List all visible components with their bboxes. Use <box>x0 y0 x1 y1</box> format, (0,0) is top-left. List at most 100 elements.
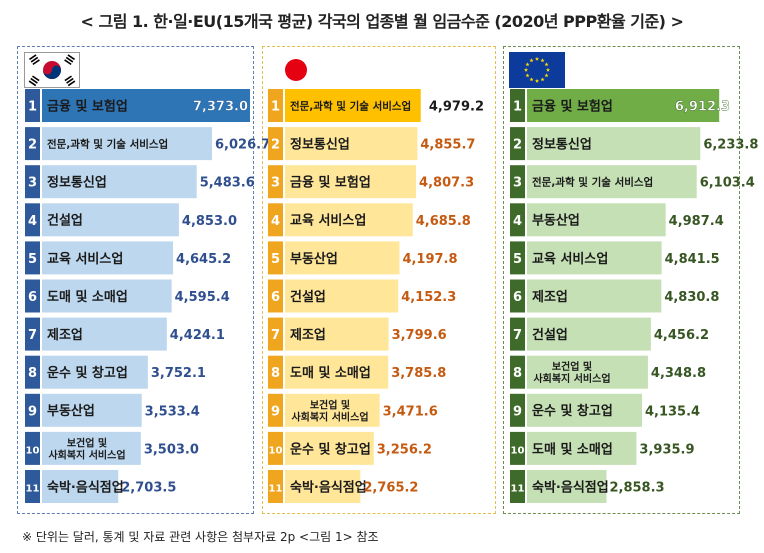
eu-value-label: 3,935.9 <box>639 442 694 457</box>
korea-category-label: 운수 및 창고업 <box>47 365 128 381</box>
japan-value-label: 4,807.3 <box>419 176 474 191</box>
eu-value-label: 6,233.8 <box>703 138 758 153</box>
eu-rank-box <box>510 279 525 313</box>
korea-rank-label: 3 <box>28 176 37 191</box>
japan-category-label: 제조업 <box>290 328 326 343</box>
japan-rank-label: 7 <box>271 328 280 343</box>
japan-bar <box>285 89 421 122</box>
japan-rank-box <box>268 431 283 465</box>
japan-chart: 1 전문,과학 및 기술 서비스업 4,979.2 2 정보통신업 4,855.7 3 금융 … <box>268 89 484 503</box>
korea-rank-label: 6 <box>28 290 37 305</box>
japan-category-label: 부동산업 <box>290 251 338 267</box>
korea-rank-box <box>25 241 40 275</box>
japan-category-label: 사회복지 서비스업 <box>291 410 368 423</box>
japan-rank-label: 5 <box>271 252 280 267</box>
eu-flag-icon <box>509 52 565 88</box>
korea-value-label: 6,026.7 <box>215 138 270 153</box>
korea-rank-box <box>25 355 40 389</box>
korea-category-label: 정보통신업 <box>47 175 107 191</box>
eu-bar <box>527 165 697 199</box>
japan-bar <box>285 279 399 313</box>
korea-value-label: 7,373.0 <box>193 100 248 115</box>
korea-category-label: 건설업 <box>47 213 83 229</box>
japan-rank-box <box>268 241 283 275</box>
eu-rank-label: 6 <box>513 290 522 305</box>
eu-rank-label: 3 <box>513 176 522 191</box>
japan-value-label: 4,979.2 <box>429 100 484 115</box>
korea-bar <box>42 355 148 389</box>
korea-value-label: 4,424.1 <box>170 328 225 343</box>
eu-bar <box>527 279 662 313</box>
korea-rank-label: 2 <box>28 138 37 153</box>
japan-rank-label: 9 <box>271 404 280 419</box>
korea-bar <box>42 279 172 313</box>
eu-value-label: 6,103.4 <box>700 176 755 191</box>
eu-category-label: 숙박·음식점업 <box>532 479 609 495</box>
eu-bar <box>527 431 637 465</box>
footnote: ※ 단위는 달러, 통계 및 자료 관련 사항은 첨부자료 2p <그림 1> … <box>22 530 379 544</box>
korea-bar <box>42 203 179 237</box>
korea-bar <box>42 317 167 351</box>
japan-category-label: 교육 서비스업 <box>290 213 366 229</box>
korea-rank-label: 9 <box>28 404 37 419</box>
eu-category-label: 교육 서비스업 <box>532 251 608 267</box>
korea-panel <box>17 46 254 514</box>
korea-rank-box <box>25 127 40 161</box>
japan-rank-box <box>268 203 283 237</box>
eu-value-label: 4,456.2 <box>654 328 709 343</box>
eu-rank-label: 9 <box>513 404 522 419</box>
japan-value-label: 4,152.3 <box>401 290 456 305</box>
eu-rank-box <box>510 355 525 389</box>
korea-rank-label: 1 <box>28 100 37 115</box>
korea-value-label: 3,503.0 <box>144 442 199 457</box>
eu-category-label: 도매 및 소매업 <box>532 442 613 457</box>
eu-rank-box <box>510 470 525 503</box>
japan-rank-label: 3 <box>271 176 280 191</box>
japan-rank-label: 8 <box>271 366 280 381</box>
korea-category-label: 금융 및 보험업 <box>47 98 128 114</box>
eu-rank-box <box>510 317 525 351</box>
korea-value-label: 4,595.4 <box>175 290 230 305</box>
korea-rank-label: 11 <box>26 484 40 495</box>
korea-value-label: 2,703.5 <box>121 481 176 496</box>
eu-rank-label: 2 <box>513 138 522 153</box>
japan-value-label: 3,256.2 <box>377 442 432 457</box>
eu-category-label: 정보통신업 <box>532 137 592 153</box>
japan-rank-label: 1 <box>271 100 280 115</box>
japan-rank-box <box>268 165 283 199</box>
eu-panel <box>503 46 740 514</box>
japan-rank-box <box>268 279 283 313</box>
korea-chart: 1 금융 및 보험업 7,373.0 2 전문,과학 및 기술 서비스업 6,026.7 3… <box>25 89 270 503</box>
eu-rank-label: 10 <box>511 445 525 456</box>
korea-category-label: 교육 서비스업 <box>47 251 123 267</box>
eu-value-label: 2,858.3 <box>609 481 664 496</box>
japan-rank-box <box>268 127 283 161</box>
korea-rank-label: 7 <box>28 328 37 343</box>
eu-category-label: 부동산업 <box>532 213 580 229</box>
eu-bar <box>527 203 666 237</box>
eu-value-label: 4,830.8 <box>664 290 719 305</box>
korea-rank-box <box>25 279 40 313</box>
japan-panel <box>262 46 496 514</box>
korea-value-label: 5,483.6 <box>200 176 255 191</box>
japan-rank-label: 6 <box>271 290 280 305</box>
japan-value-label: 4,685.8 <box>416 214 471 229</box>
eu-category-label: 보건업 및 <box>552 360 592 373</box>
korea-value-label: 3,752.1 <box>151 366 206 381</box>
korea-bar <box>42 393 142 427</box>
korea-bar <box>42 165 197 199</box>
korea-rank-box <box>25 89 40 122</box>
korea-rank-box <box>25 165 40 199</box>
eu-bar <box>527 241 662 275</box>
korea-category-label: 부동산업 <box>47 403 95 419</box>
eu-category-label: 운수 및 창고업 <box>532 403 613 419</box>
japan-bar <box>285 317 389 351</box>
japan-category-label: 운수 및 창고업 <box>290 441 371 457</box>
japan-rank-box <box>268 355 283 389</box>
eu-bar <box>527 393 642 427</box>
japan-value-label: 3,785.8 <box>391 366 446 381</box>
japan-rank-box <box>268 317 283 351</box>
korea-flag-icon <box>24 52 80 88</box>
japan-bar <box>285 165 417 199</box>
